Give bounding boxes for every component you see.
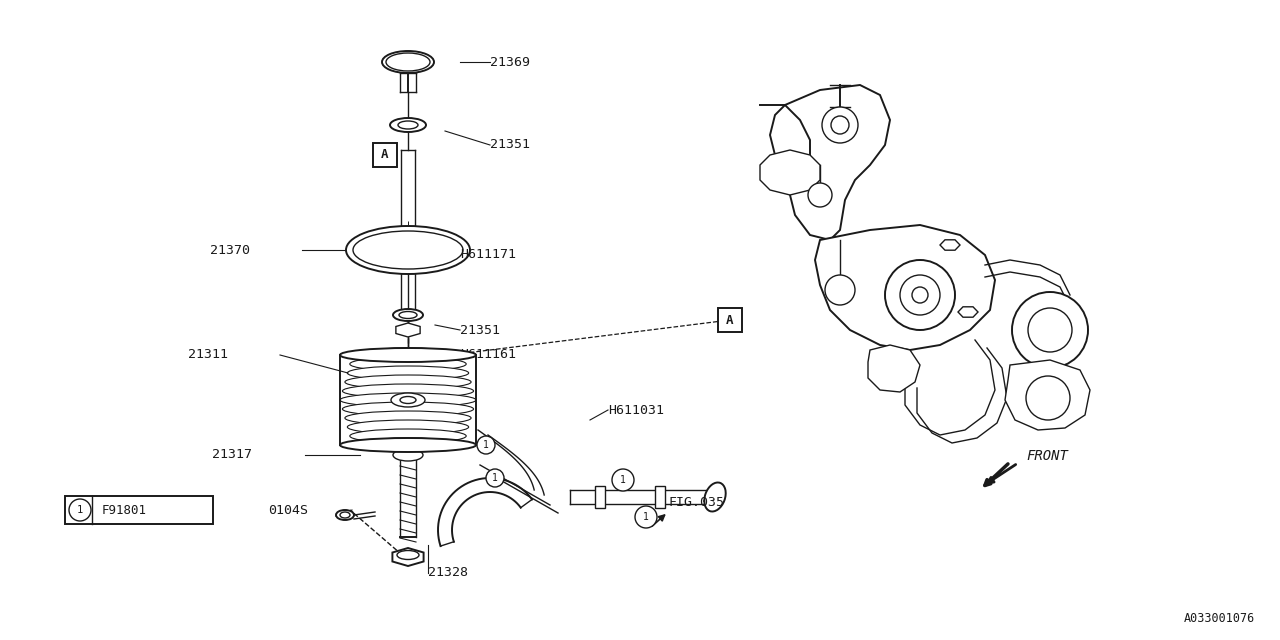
Ellipse shape (704, 483, 726, 511)
Ellipse shape (397, 550, 419, 559)
Ellipse shape (352, 438, 463, 452)
Polygon shape (815, 225, 995, 350)
Ellipse shape (343, 402, 474, 416)
Ellipse shape (346, 226, 470, 274)
Text: 1: 1 (492, 473, 498, 483)
Text: H611031: H611031 (608, 403, 664, 417)
Ellipse shape (335, 510, 355, 520)
Bar (655, 486, 666, 508)
Polygon shape (396, 323, 420, 337)
Circle shape (884, 260, 955, 330)
Circle shape (1028, 308, 1073, 352)
Polygon shape (771, 85, 890, 240)
Text: 21328: 21328 (428, 566, 468, 579)
Text: H611161: H611161 (460, 349, 516, 362)
Ellipse shape (349, 429, 466, 443)
Polygon shape (1005, 360, 1091, 430)
Circle shape (1012, 292, 1088, 368)
Text: 0104S: 0104S (268, 504, 308, 516)
Circle shape (612, 469, 634, 491)
Polygon shape (957, 307, 978, 317)
Circle shape (808, 183, 832, 207)
Ellipse shape (390, 393, 425, 407)
Text: FRONT: FRONT (1027, 449, 1068, 463)
Bar (718, 308, 742, 332)
Ellipse shape (399, 312, 417, 319)
Polygon shape (760, 150, 820, 195)
Ellipse shape (398, 121, 419, 129)
Circle shape (831, 116, 849, 134)
Ellipse shape (393, 309, 422, 321)
Ellipse shape (340, 438, 476, 452)
Text: A033001076: A033001076 (1184, 612, 1254, 625)
Ellipse shape (387, 53, 430, 71)
Bar (372, 143, 397, 167)
Text: 1: 1 (483, 440, 489, 450)
Ellipse shape (344, 411, 471, 425)
Polygon shape (940, 240, 960, 250)
Text: A: A (381, 148, 389, 161)
Ellipse shape (340, 512, 349, 518)
Ellipse shape (340, 393, 476, 407)
Text: 1: 1 (620, 475, 626, 485)
Bar (595, 486, 605, 508)
Circle shape (477, 436, 495, 454)
Ellipse shape (347, 420, 468, 434)
Ellipse shape (399, 397, 416, 403)
Circle shape (822, 107, 858, 143)
Circle shape (900, 275, 940, 315)
Text: 1: 1 (77, 505, 83, 515)
Text: 1: 1 (643, 512, 649, 522)
Circle shape (486, 469, 504, 487)
Circle shape (1027, 376, 1070, 420)
Text: H611171: H611171 (460, 248, 516, 262)
Text: A: A (726, 314, 733, 326)
Polygon shape (393, 548, 424, 566)
Text: 21351: 21351 (460, 323, 500, 337)
Polygon shape (868, 345, 920, 392)
Ellipse shape (340, 348, 476, 362)
Text: 21317: 21317 (212, 449, 252, 461)
Circle shape (826, 275, 855, 305)
Circle shape (911, 287, 928, 303)
Text: FIG.035: FIG.035 (668, 495, 724, 509)
Circle shape (635, 506, 657, 528)
Ellipse shape (390, 118, 426, 132)
Ellipse shape (344, 375, 471, 389)
Text: 21370: 21370 (210, 243, 250, 257)
Text: F91801: F91801 (102, 504, 147, 516)
Text: 21311: 21311 (188, 349, 228, 362)
Ellipse shape (349, 357, 466, 371)
Ellipse shape (381, 51, 434, 73)
Ellipse shape (393, 449, 422, 461)
Ellipse shape (353, 231, 463, 269)
Circle shape (69, 499, 91, 521)
Ellipse shape (347, 366, 468, 380)
Text: 21351: 21351 (490, 138, 530, 152)
Ellipse shape (343, 384, 474, 398)
Ellipse shape (352, 348, 463, 362)
Text: 21369: 21369 (490, 56, 530, 68)
Bar (65, 496, 212, 524)
